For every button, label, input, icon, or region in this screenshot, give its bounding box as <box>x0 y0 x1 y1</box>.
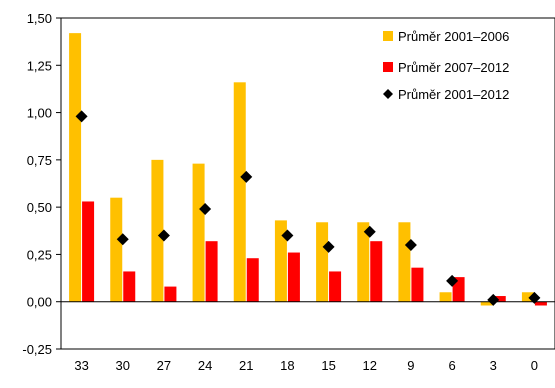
bar-s0-3 <box>480 301 493 306</box>
y-tick-label-0: 1,50 <box>27 11 52 26</box>
x-tick-label-3: 3 <box>490 358 497 373</box>
marker-s2-12 <box>363 225 376 238</box>
marker-s2-33 <box>75 110 88 123</box>
bar-s0-9 <box>398 222 411 302</box>
legend: Průměr 2001–2006 Průměr 2007–2012 Průměr… <box>383 29 509 102</box>
legend-swatch-1 <box>383 62 393 72</box>
y-tick-label-2: 1,00 <box>27 106 52 121</box>
bar-s1-24 <box>205 241 218 302</box>
legend-swatch-0 <box>383 31 393 41</box>
bar-s0-15 <box>316 222 329 302</box>
x-tick-label-0: 0 <box>531 358 538 373</box>
bar-s1-18 <box>287 252 300 302</box>
x-tick-label-33: 33 <box>74 358 88 373</box>
legend-marker-2 <box>383 89 393 99</box>
bars <box>69 33 547 306</box>
x-tick-label-27: 27 <box>157 358 171 373</box>
bar-s1-33 <box>82 201 95 302</box>
y-axis-ticks: 1,50 1,25 1,00 0,75 0,50 0,25 0,00 -0,25 <box>22 11 61 357</box>
plot-area-frame <box>60 17 555 350</box>
marker-s2-15 <box>322 240 335 253</box>
x-tick-label-18: 18 <box>280 358 294 373</box>
y-tick-label-7: -0,25 <box>22 342 52 357</box>
bar-s0-18 <box>274 220 287 302</box>
legend-item-2: Průměr 2001–2012 <box>383 87 509 102</box>
bar-s0-21 <box>233 82 246 302</box>
bar-s1-27 <box>164 286 177 302</box>
legend-label-2: Průměr 2001–2012 <box>398 87 509 102</box>
x-tick-label-24: 24 <box>198 358 212 373</box>
marker-s2-30 <box>116 233 129 246</box>
y-tick-label-5: 0,25 <box>27 247 52 262</box>
bar-s0-6 <box>439 292 452 302</box>
bar-s1-15 <box>329 271 342 302</box>
marker-s2-24 <box>199 203 212 216</box>
marker-s2-21 <box>240 170 253 183</box>
x-tick-label-21: 21 <box>239 358 253 373</box>
legend-label-0: Průměr 2001–2006 <box>398 29 509 44</box>
y-tick-label-1: 1,25 <box>27 58 52 73</box>
y-tick-label-6: 0,00 <box>27 295 52 310</box>
bar-s0-27 <box>151 159 164 302</box>
bar-s1-30 <box>123 271 136 302</box>
marker-s2-0 <box>528 291 541 304</box>
marker-s2-18 <box>281 229 294 242</box>
marker-s2-6 <box>446 274 459 287</box>
bar-s1-12 <box>370 241 383 302</box>
bar-s0-30 <box>110 197 123 302</box>
bar-s0-0 <box>521 292 534 302</box>
bar-s0-12 <box>357 222 370 302</box>
bar-s1-0 <box>534 301 547 306</box>
marker-s2-9 <box>404 238 417 251</box>
markers <box>75 110 541 306</box>
x-tick-label-12: 12 <box>363 358 377 373</box>
legend-item-1: Průměr 2007–2012 <box>383 60 509 75</box>
x-tick-label-30: 30 <box>116 358 130 373</box>
legend-label-1: Průměr 2007–2012 <box>398 60 509 75</box>
x-tick-label-9: 9 <box>407 358 414 373</box>
bar-s1-21 <box>246 258 259 302</box>
bar-s1-3 <box>493 296 506 302</box>
x-axis-ticks: 33 30 27 24 21 18 15 12 9 6 3 0 <box>74 358 538 373</box>
bar-s0-24 <box>192 163 205 302</box>
bar-s0-33 <box>69 33 82 302</box>
y-tick-label-4: 0,50 <box>27 200 52 215</box>
marker-s2-3 <box>487 293 500 306</box>
y-tick-label-3: 0,75 <box>27 153 52 168</box>
x-tick-label-15: 15 <box>321 358 335 373</box>
marker-s2-27 <box>157 229 170 242</box>
x-tick-label-6: 6 <box>448 358 455 373</box>
bar-s1-9 <box>411 267 424 302</box>
legend-item-0: Průměr 2001–2006 <box>383 29 509 44</box>
